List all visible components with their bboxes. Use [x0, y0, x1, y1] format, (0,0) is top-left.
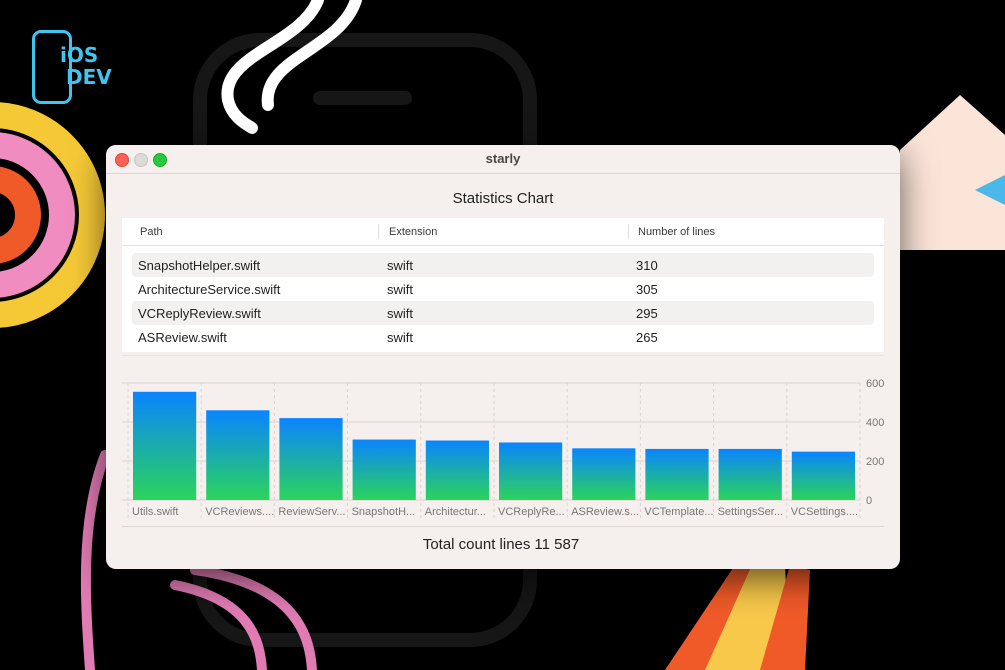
cell-extension: swift [387, 282, 413, 297]
chart-bar [572, 448, 636, 500]
table-divider [122, 355, 884, 356]
statistics-chart-heading: Statistics Chart [452, 190, 554, 207]
cell-path: ASReview.swift [138, 330, 227, 345]
total-count-label: Total count lines [422, 536, 531, 553]
x-tick-label: SettingsSer... [718, 506, 783, 518]
cell-extension: swift [387, 306, 413, 321]
table-row[interactable]: ArchitectureService.swift swift 305 [132, 277, 874, 301]
cell-lines: 310 [636, 258, 658, 273]
title-bar[interactable]: starly [106, 145, 900, 174]
cell-path: VCReplyReview.swift [138, 306, 261, 321]
x-tick-label: Architectur... [425, 506, 486, 518]
ios-dev-logo: iOS DEV [30, 30, 120, 110]
cell-extension: swift [387, 330, 413, 345]
total-count-value: 11 587 [534, 536, 580, 553]
app-window: starly Statistics Chart Path Extension N… [106, 145, 900, 569]
chart-bar [791, 451, 855, 500]
column-separator [378, 224, 379, 239]
x-tick-label: ASReview.s... [571, 506, 639, 518]
x-tick-label: Utils.swift [132, 506, 178, 518]
x-tick-label: VCTemplate... [644, 506, 713, 518]
files-table: Path Extension Number of lines SnapshotH… [122, 218, 884, 352]
y-tick-label: 0 [866, 495, 872, 507]
logo-text-ios: iOS [60, 43, 99, 67]
total-count: Total count lines 11 587 [106, 536, 900, 553]
x-tick-label: VCSettings.... [791, 506, 858, 518]
close-window-button[interactable] [115, 153, 129, 167]
table-row[interactable]: SnapshotHelper.swift swift 310 [132, 253, 874, 277]
column-header-extension[interactable]: Extension [389, 226, 438, 238]
lines-bar-chart: 0 200 400 600 Utils.swift VCReviews.... Review… [122, 378, 884, 520]
chart-bar [279, 418, 343, 500]
chart-bar [352, 439, 416, 500]
chart-bar [425, 440, 489, 500]
cell-extension: swift [387, 258, 413, 273]
minimize-window-button[interactable] [134, 153, 148, 167]
y-tick-label: 400 [866, 417, 884, 429]
chart-divider [122, 526, 884, 527]
chart-bar [206, 410, 270, 500]
phone-icon [32, 30, 72, 104]
x-tick-label: SnapshotH... [352, 506, 416, 518]
cell-lines: 265 [636, 330, 658, 345]
table-body: SnapshotHelper.swift swift 310 Architect… [122, 253, 884, 349]
cell-lines: 305 [636, 282, 658, 297]
zoom-window-button[interactable] [153, 153, 167, 167]
logo-text-dev: DEV [66, 65, 112, 89]
column-separator [628, 224, 629, 239]
y-tick-label: 200 [866, 456, 884, 468]
cell-lines: 295 [636, 306, 658, 321]
cell-path: SnapshotHelper.swift [138, 258, 261, 273]
chart-bar [645, 448, 709, 500]
column-header-path[interactable]: Path [140, 226, 163, 238]
table-header: Path Extension Number of lines [122, 218, 884, 246]
y-tick-label: 600 [866, 378, 884, 390]
x-tick-label: VCReplyRe... [498, 506, 565, 518]
table-row[interactable]: VCReplyReview.swift swift 295 [132, 301, 874, 325]
chart-bar [499, 442, 563, 500]
cell-path: ArchitectureService.swift [138, 282, 281, 297]
x-tick-label: ReviewServ... [278, 506, 345, 518]
chart-bar [718, 448, 782, 500]
column-header-lines[interactable]: Number of lines [638, 226, 716, 238]
chart-bar [133, 391, 197, 500]
window-title: starly [485, 151, 521, 166]
table-row[interactable]: ASReview.swift swift 265 [132, 325, 874, 349]
x-tick-label: VCReviews.... [205, 506, 274, 518]
